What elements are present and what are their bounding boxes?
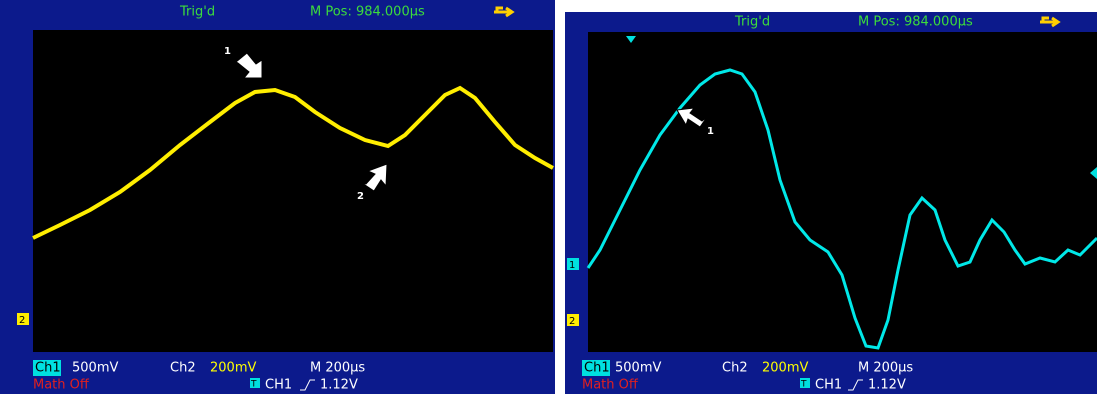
screenshots: Trig'd M Pos: 984.000µs 1 2 2 Ch1 500mV … <box>0 0 1097 394</box>
trigger-icon: T <box>250 380 257 390</box>
channel-marker: 2 <box>19 315 25 326</box>
trigger-source: CH1 <box>265 378 292 393</box>
ch2-scale: 200mV <box>762 361 808 376</box>
timebase: M 200µs <box>310 361 365 376</box>
trigger-source: CH1 <box>815 378 842 393</box>
channel-marker: 2 <box>569 316 575 327</box>
arrow-label: 1 <box>224 46 231 57</box>
math-status: Math Off <box>33 378 90 393</box>
scope-right: Trig'd M Pos: 984.000µs 1 1 2 Ch1 500mV … <box>565 12 1097 394</box>
ch1-scale: 500mV <box>615 361 661 376</box>
scope-left: Trig'd M Pos: 984.000µs 1 2 2 Ch1 500mV … <box>0 0 555 394</box>
trig-status: Trig'd <box>179 5 215 20</box>
ch1-scale: 500mV <box>72 361 118 376</box>
trigger-icon: T <box>800 380 807 390</box>
m-pos: M Pos: 984.000µs <box>310 5 425 20</box>
arrow-label: 1 <box>707 126 714 137</box>
screen <box>33 30 553 352</box>
math-status: Math Off <box>582 378 639 393</box>
trigger-level: 1.12V <box>320 378 358 393</box>
ch1-label: Ch1 <box>584 361 610 376</box>
ch1-label: Ch1 <box>35 361 61 376</box>
m-pos: M Pos: 984.000µs <box>858 15 973 30</box>
timebase: M 200µs <box>858 361 913 376</box>
channel-marker: 1 <box>569 260 575 271</box>
trigger-level: 1.12V <box>868 378 906 393</box>
ch2-scale: 200mV <box>210 361 256 376</box>
screen <box>588 32 1097 352</box>
ch2-label: Ch2 <box>722 361 748 376</box>
ch2-label: Ch2 <box>170 361 196 376</box>
arrow-label: 2 <box>357 191 364 202</box>
page: Trig'd M Pos: 984.000µs 1 2 2 Ch1 500mV … <box>0 0 1097 394</box>
trig-status: Trig'd <box>734 15 770 30</box>
